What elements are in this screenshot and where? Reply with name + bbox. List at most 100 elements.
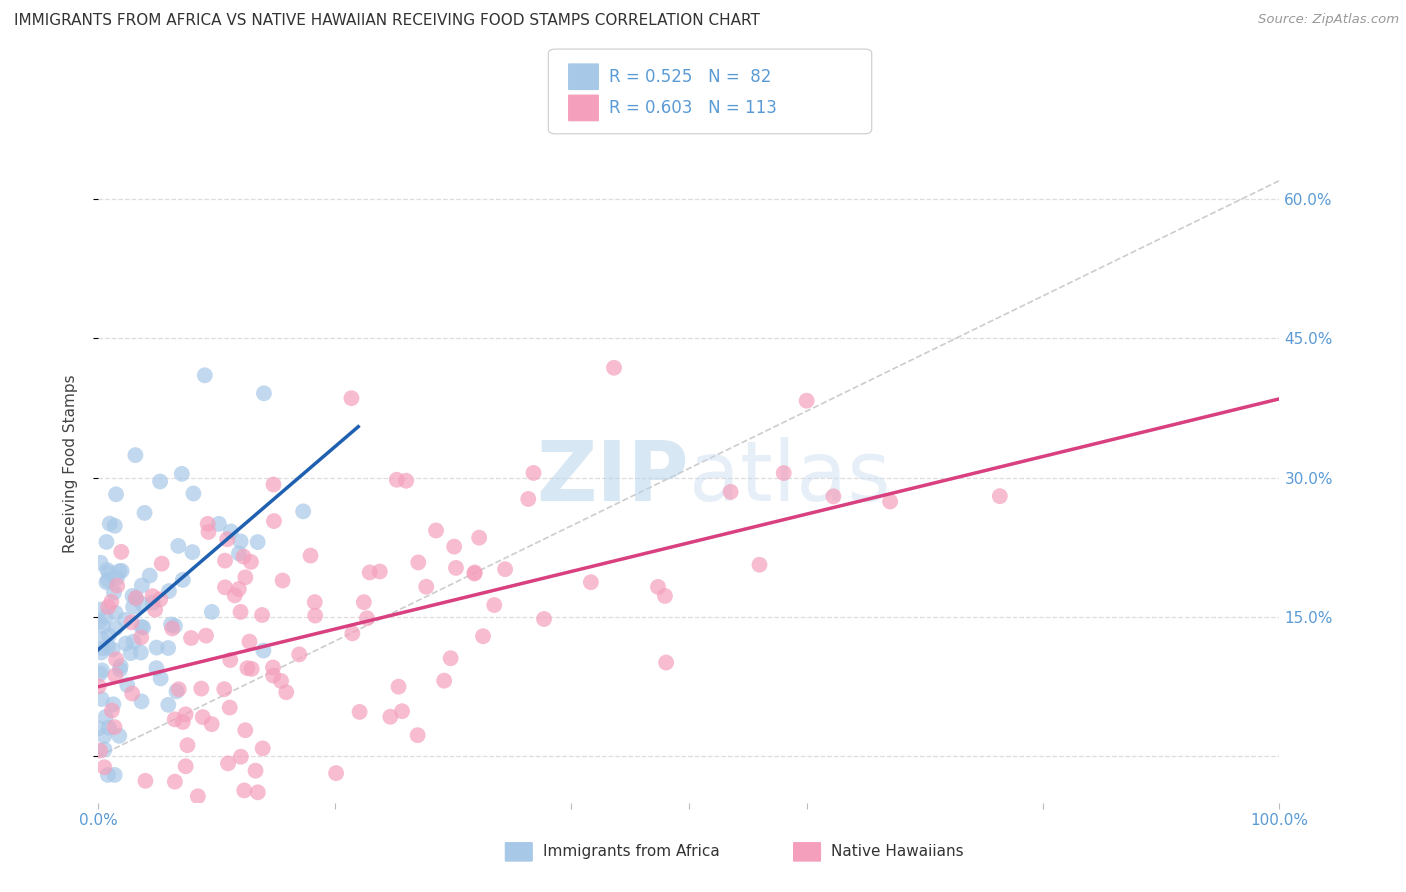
Point bbox=[233, 723, 256, 738]
Point bbox=[380, 710, 402, 724]
Point bbox=[772, 466, 794, 480]
Point bbox=[180, 631, 202, 645]
Point bbox=[97, 566, 120, 580]
Point bbox=[105, 579, 128, 593]
Point bbox=[253, 386, 276, 401]
Point bbox=[262, 668, 284, 682]
Point bbox=[120, 646, 142, 660]
Point bbox=[484, 598, 506, 612]
Point bbox=[472, 629, 495, 643]
Text: atlas: atlas bbox=[689, 437, 890, 518]
Point bbox=[238, 634, 260, 648]
Point bbox=[96, 575, 118, 590]
Point bbox=[183, 486, 205, 500]
Point bbox=[349, 705, 371, 719]
Point bbox=[195, 629, 218, 643]
Point bbox=[121, 686, 143, 700]
Point bbox=[87, 721, 110, 735]
Point bbox=[110, 659, 132, 673]
Point bbox=[292, 504, 315, 518]
Point bbox=[201, 605, 224, 619]
Point bbox=[103, 698, 125, 712]
Point bbox=[104, 606, 127, 620]
Point bbox=[181, 545, 204, 559]
Point bbox=[108, 729, 131, 743]
Point bbox=[172, 573, 194, 587]
Point bbox=[97, 721, 120, 735]
Point bbox=[340, 391, 363, 405]
Point bbox=[245, 764, 267, 778]
Point bbox=[90, 556, 112, 570]
Point bbox=[91, 619, 114, 633]
Text: R = 0.603   N = 113: R = 0.603 N = 113 bbox=[609, 99, 776, 117]
Point bbox=[408, 556, 430, 570]
Point bbox=[124, 448, 146, 462]
Point bbox=[522, 466, 544, 480]
Point bbox=[252, 643, 274, 657]
Point bbox=[356, 611, 378, 625]
Point bbox=[91, 664, 114, 678]
Point bbox=[103, 720, 125, 734]
Point bbox=[217, 756, 239, 771]
Point bbox=[96, 563, 118, 577]
Point bbox=[108, 663, 131, 677]
Point bbox=[172, 714, 194, 729]
Point bbox=[219, 653, 242, 667]
Point bbox=[149, 592, 172, 607]
Point bbox=[97, 640, 120, 654]
Point bbox=[218, 700, 240, 714]
Point bbox=[103, 585, 125, 599]
Point bbox=[105, 652, 128, 666]
Point bbox=[353, 595, 375, 609]
Point bbox=[104, 768, 127, 782]
Point bbox=[359, 566, 381, 580]
Point bbox=[90, 602, 112, 616]
Point bbox=[97, 574, 120, 588]
Point bbox=[440, 651, 463, 665]
Point bbox=[288, 648, 311, 662]
Point bbox=[415, 580, 437, 594]
Point bbox=[101, 642, 124, 657]
Point bbox=[232, 549, 254, 564]
Point bbox=[214, 580, 236, 594]
Point bbox=[170, 467, 193, 481]
Point bbox=[90, 645, 112, 659]
Point bbox=[988, 489, 1011, 503]
Point bbox=[425, 524, 447, 538]
Point bbox=[197, 524, 219, 539]
Point bbox=[134, 506, 156, 520]
Point bbox=[97, 628, 120, 642]
Point bbox=[142, 589, 165, 603]
Point bbox=[131, 620, 153, 634]
Point bbox=[250, 607, 273, 622]
Point bbox=[304, 608, 326, 623]
Point bbox=[796, 393, 818, 408]
Point bbox=[138, 568, 160, 582]
Point bbox=[157, 640, 180, 655]
Point bbox=[823, 489, 845, 503]
Text: ZIP: ZIP bbox=[537, 437, 689, 518]
Point bbox=[748, 558, 770, 572]
Point bbox=[114, 613, 136, 627]
Point bbox=[236, 661, 259, 675]
Point bbox=[368, 565, 391, 579]
Point bbox=[246, 785, 269, 799]
Point bbox=[385, 473, 408, 487]
Point bbox=[89, 744, 111, 758]
Point bbox=[105, 487, 128, 501]
Point bbox=[212, 682, 235, 697]
Point bbox=[239, 555, 262, 569]
Point bbox=[342, 626, 364, 640]
Point bbox=[163, 619, 186, 633]
Point bbox=[325, 766, 347, 780]
Point bbox=[131, 578, 153, 592]
Text: R = 0.525   N =  82: R = 0.525 N = 82 bbox=[609, 68, 770, 86]
Point bbox=[228, 582, 250, 596]
Point bbox=[228, 546, 250, 560]
Point bbox=[149, 672, 172, 686]
Point bbox=[233, 783, 256, 797]
Text: Source: ZipAtlas.com: Source: ZipAtlas.com bbox=[1258, 13, 1399, 27]
Point bbox=[131, 694, 153, 708]
Point bbox=[233, 570, 256, 584]
Point bbox=[98, 516, 121, 531]
